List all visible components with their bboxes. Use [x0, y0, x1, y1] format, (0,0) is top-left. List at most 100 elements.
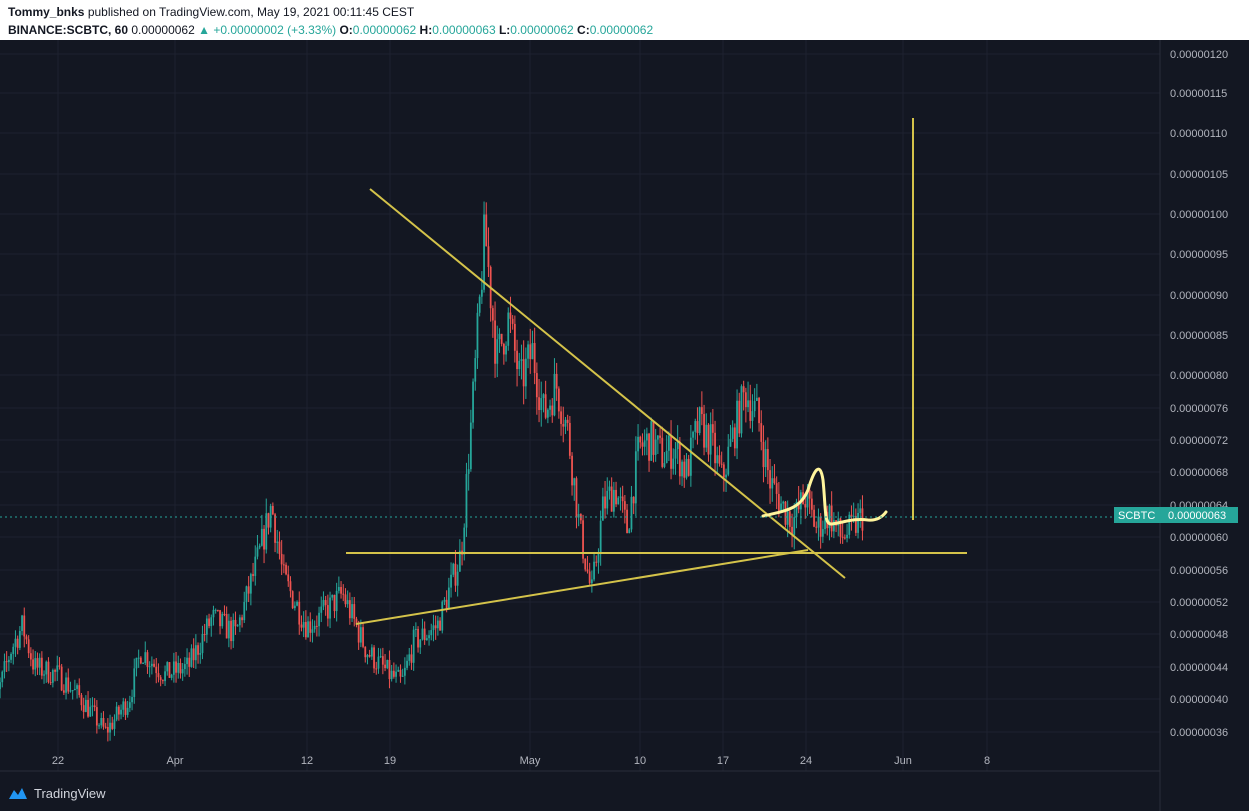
candle-body	[795, 501, 798, 518]
candle-body	[520, 359, 523, 361]
candle-body	[652, 421, 655, 455]
candle-body	[793, 517, 796, 535]
low-label: L:	[498, 23, 511, 37]
candle-body	[91, 705, 94, 707]
candle-body	[516, 350, 518, 370]
candle-body	[285, 564, 287, 575]
candle-body	[555, 373, 558, 389]
candle-body	[80, 695, 83, 706]
candle-body	[670, 435, 672, 469]
candle-body	[309, 621, 312, 633]
candle-body	[810, 498, 813, 510]
candle-body	[531, 343, 534, 360]
close-label: C:	[577, 23, 590, 37]
last-price: 0.00000062	[131, 23, 195, 37]
candle-body	[300, 624, 303, 628]
tradingview-logo[interactable]: TradingView	[8, 783, 106, 803]
candle-body	[771, 478, 774, 489]
candle-body	[221, 613, 224, 627]
candle-body	[487, 246, 490, 268]
candle-body	[542, 394, 545, 399]
candle-body	[238, 617, 241, 626]
candle-body	[120, 709, 122, 715]
candle-body	[687, 458, 690, 476]
candle-body	[168, 662, 171, 678]
candle-body	[377, 656, 380, 669]
candle-body	[333, 594, 336, 612]
y-tick-label: 0.00000120	[1170, 49, 1228, 61]
candle-body	[1, 671, 4, 683]
candle-body	[610, 486, 613, 512]
candle-body	[612, 489, 615, 512]
candle-body	[38, 657, 41, 668]
candle-body	[428, 635, 430, 639]
candle-body	[650, 421, 653, 461]
candle-body	[782, 501, 785, 504]
ascending-trendline	[355, 549, 809, 625]
tradingview-brand: TradingView	[34, 785, 106, 801]
candle-body	[751, 411, 754, 421]
price-axis[interactable]: 0.00000120 0.00000115 0.00000110 0.00000105…	[1159, 40, 1228, 811]
candle-body	[106, 726, 109, 733]
candle-body	[573, 478, 576, 486]
candle-body	[769, 470, 771, 489]
candle-body	[254, 556, 257, 576]
candle-body	[828, 505, 831, 529]
candle-body	[619, 496, 622, 498]
candle-body	[654, 439, 657, 455]
y-tick-label: 0.00000052	[1170, 597, 1228, 609]
author-name[interactable]: Tommy_bnks	[8, 5, 85, 19]
candle-body	[340, 587, 342, 594]
x-tick-label: May	[520, 755, 541, 767]
candle-body	[144, 652, 147, 663]
time-axis[interactable]: 22 Apr 12 19 May 10 17 24 Jun 8	[0, 755, 1160, 772]
candle-body	[797, 501, 800, 510]
candle-body	[639, 436, 642, 443]
candle-body	[738, 400, 741, 434]
candle-body	[142, 662, 144, 664]
chart-canvas[interactable]: 0.00000120 0.00000115 0.00000110 0.00000105…	[0, 40, 1249, 811]
candle-body	[322, 600, 325, 607]
open-value: 0.00000062	[352, 23, 417, 37]
candle-body	[104, 726, 107, 728]
candle-body	[839, 518, 842, 537]
candle-body	[784, 501, 787, 525]
candle-body	[87, 699, 89, 717]
candle-body	[21, 615, 23, 631]
candle-body	[634, 451, 637, 504]
candle-body	[12, 646, 15, 654]
change-up-icon: ▲	[198, 23, 210, 37]
candle-body	[359, 627, 362, 643]
candle-body	[762, 441, 765, 468]
candle-body	[601, 496, 604, 521]
candle-body	[593, 561, 595, 580]
candle-body	[656, 435, 659, 440]
candle-body	[318, 612, 320, 627]
y-tick-label: 0.00000105	[1170, 169, 1228, 181]
candle-body	[265, 513, 268, 550]
candle-body	[205, 618, 208, 635]
candle-body	[703, 414, 705, 448]
candle-body	[788, 511, 791, 527]
candle-body	[815, 526, 818, 528]
candle-body	[247, 586, 250, 594]
candle-body	[40, 657, 43, 676]
candle-body	[194, 645, 197, 661]
candle-body	[111, 722, 114, 729]
candle-body	[659, 435, 661, 438]
candle-body	[315, 625, 318, 627]
candle-body	[0, 682, 1, 690]
x-tick-label: 8	[984, 755, 990, 767]
candle-body	[256, 547, 259, 557]
candle-body	[344, 594, 347, 605]
candle-body	[511, 318, 514, 324]
candle-body	[109, 722, 111, 733]
candle-body	[23, 615, 26, 637]
candle-body	[67, 677, 70, 692]
candle-body	[84, 699, 87, 712]
candle-body	[716, 455, 719, 464]
candle-body	[700, 407, 703, 415]
candle-body	[720, 463, 723, 465]
candle-body	[208, 618, 210, 627]
candle-body	[89, 706, 92, 717]
